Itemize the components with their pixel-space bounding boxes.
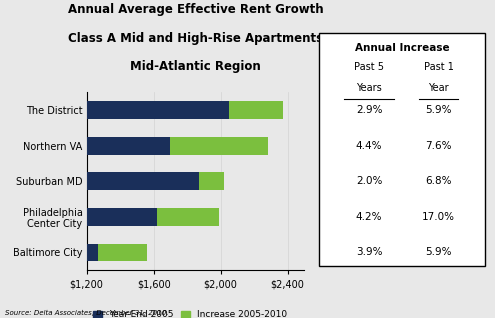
- Bar: [99, 244, 147, 261]
- Bar: [87, 244, 99, 261]
- Bar: [170, 137, 268, 155]
- Text: Class A Mid and High-Rise Apartments: Class A Mid and High-Rise Apartments: [68, 32, 323, 45]
- Text: Years: Years: [356, 83, 382, 93]
- Text: 4.2%: 4.2%: [356, 212, 382, 222]
- Text: 6.8%: 6.8%: [425, 176, 452, 186]
- Text: 2.0%: 2.0%: [356, 176, 382, 186]
- Text: Source: Delta Associates, December 31, 2010.: Source: Delta Associates, December 31, 2…: [5, 310, 168, 316]
- Text: 3.9%: 3.9%: [356, 247, 382, 258]
- Text: 5.9%: 5.9%: [425, 105, 452, 115]
- Text: 4.4%: 4.4%: [356, 141, 382, 151]
- Bar: [87, 172, 199, 190]
- Bar: [199, 172, 224, 190]
- Bar: [87, 208, 157, 226]
- Text: Year: Year: [428, 83, 449, 93]
- Text: Annual Average Effective Rent Growth: Annual Average Effective Rent Growth: [68, 3, 323, 16]
- Bar: [87, 101, 229, 119]
- Text: Past 5: Past 5: [354, 62, 384, 72]
- Text: 17.0%: 17.0%: [422, 212, 455, 222]
- Legend: Year-End 2005, Increase 2005-2010: Year-End 2005, Increase 2005-2010: [89, 307, 291, 318]
- Text: 5.9%: 5.9%: [425, 247, 452, 258]
- Text: 7.6%: 7.6%: [425, 141, 452, 151]
- Text: 2.9%: 2.9%: [356, 105, 382, 115]
- Text: Annual Increase: Annual Increase: [355, 43, 449, 53]
- Text: Past 1: Past 1: [424, 62, 453, 72]
- Bar: [87, 137, 170, 155]
- Text: Mid-Atlantic Region: Mid-Atlantic Region: [130, 60, 261, 73]
- Bar: [229, 101, 283, 119]
- Bar: [157, 208, 219, 226]
